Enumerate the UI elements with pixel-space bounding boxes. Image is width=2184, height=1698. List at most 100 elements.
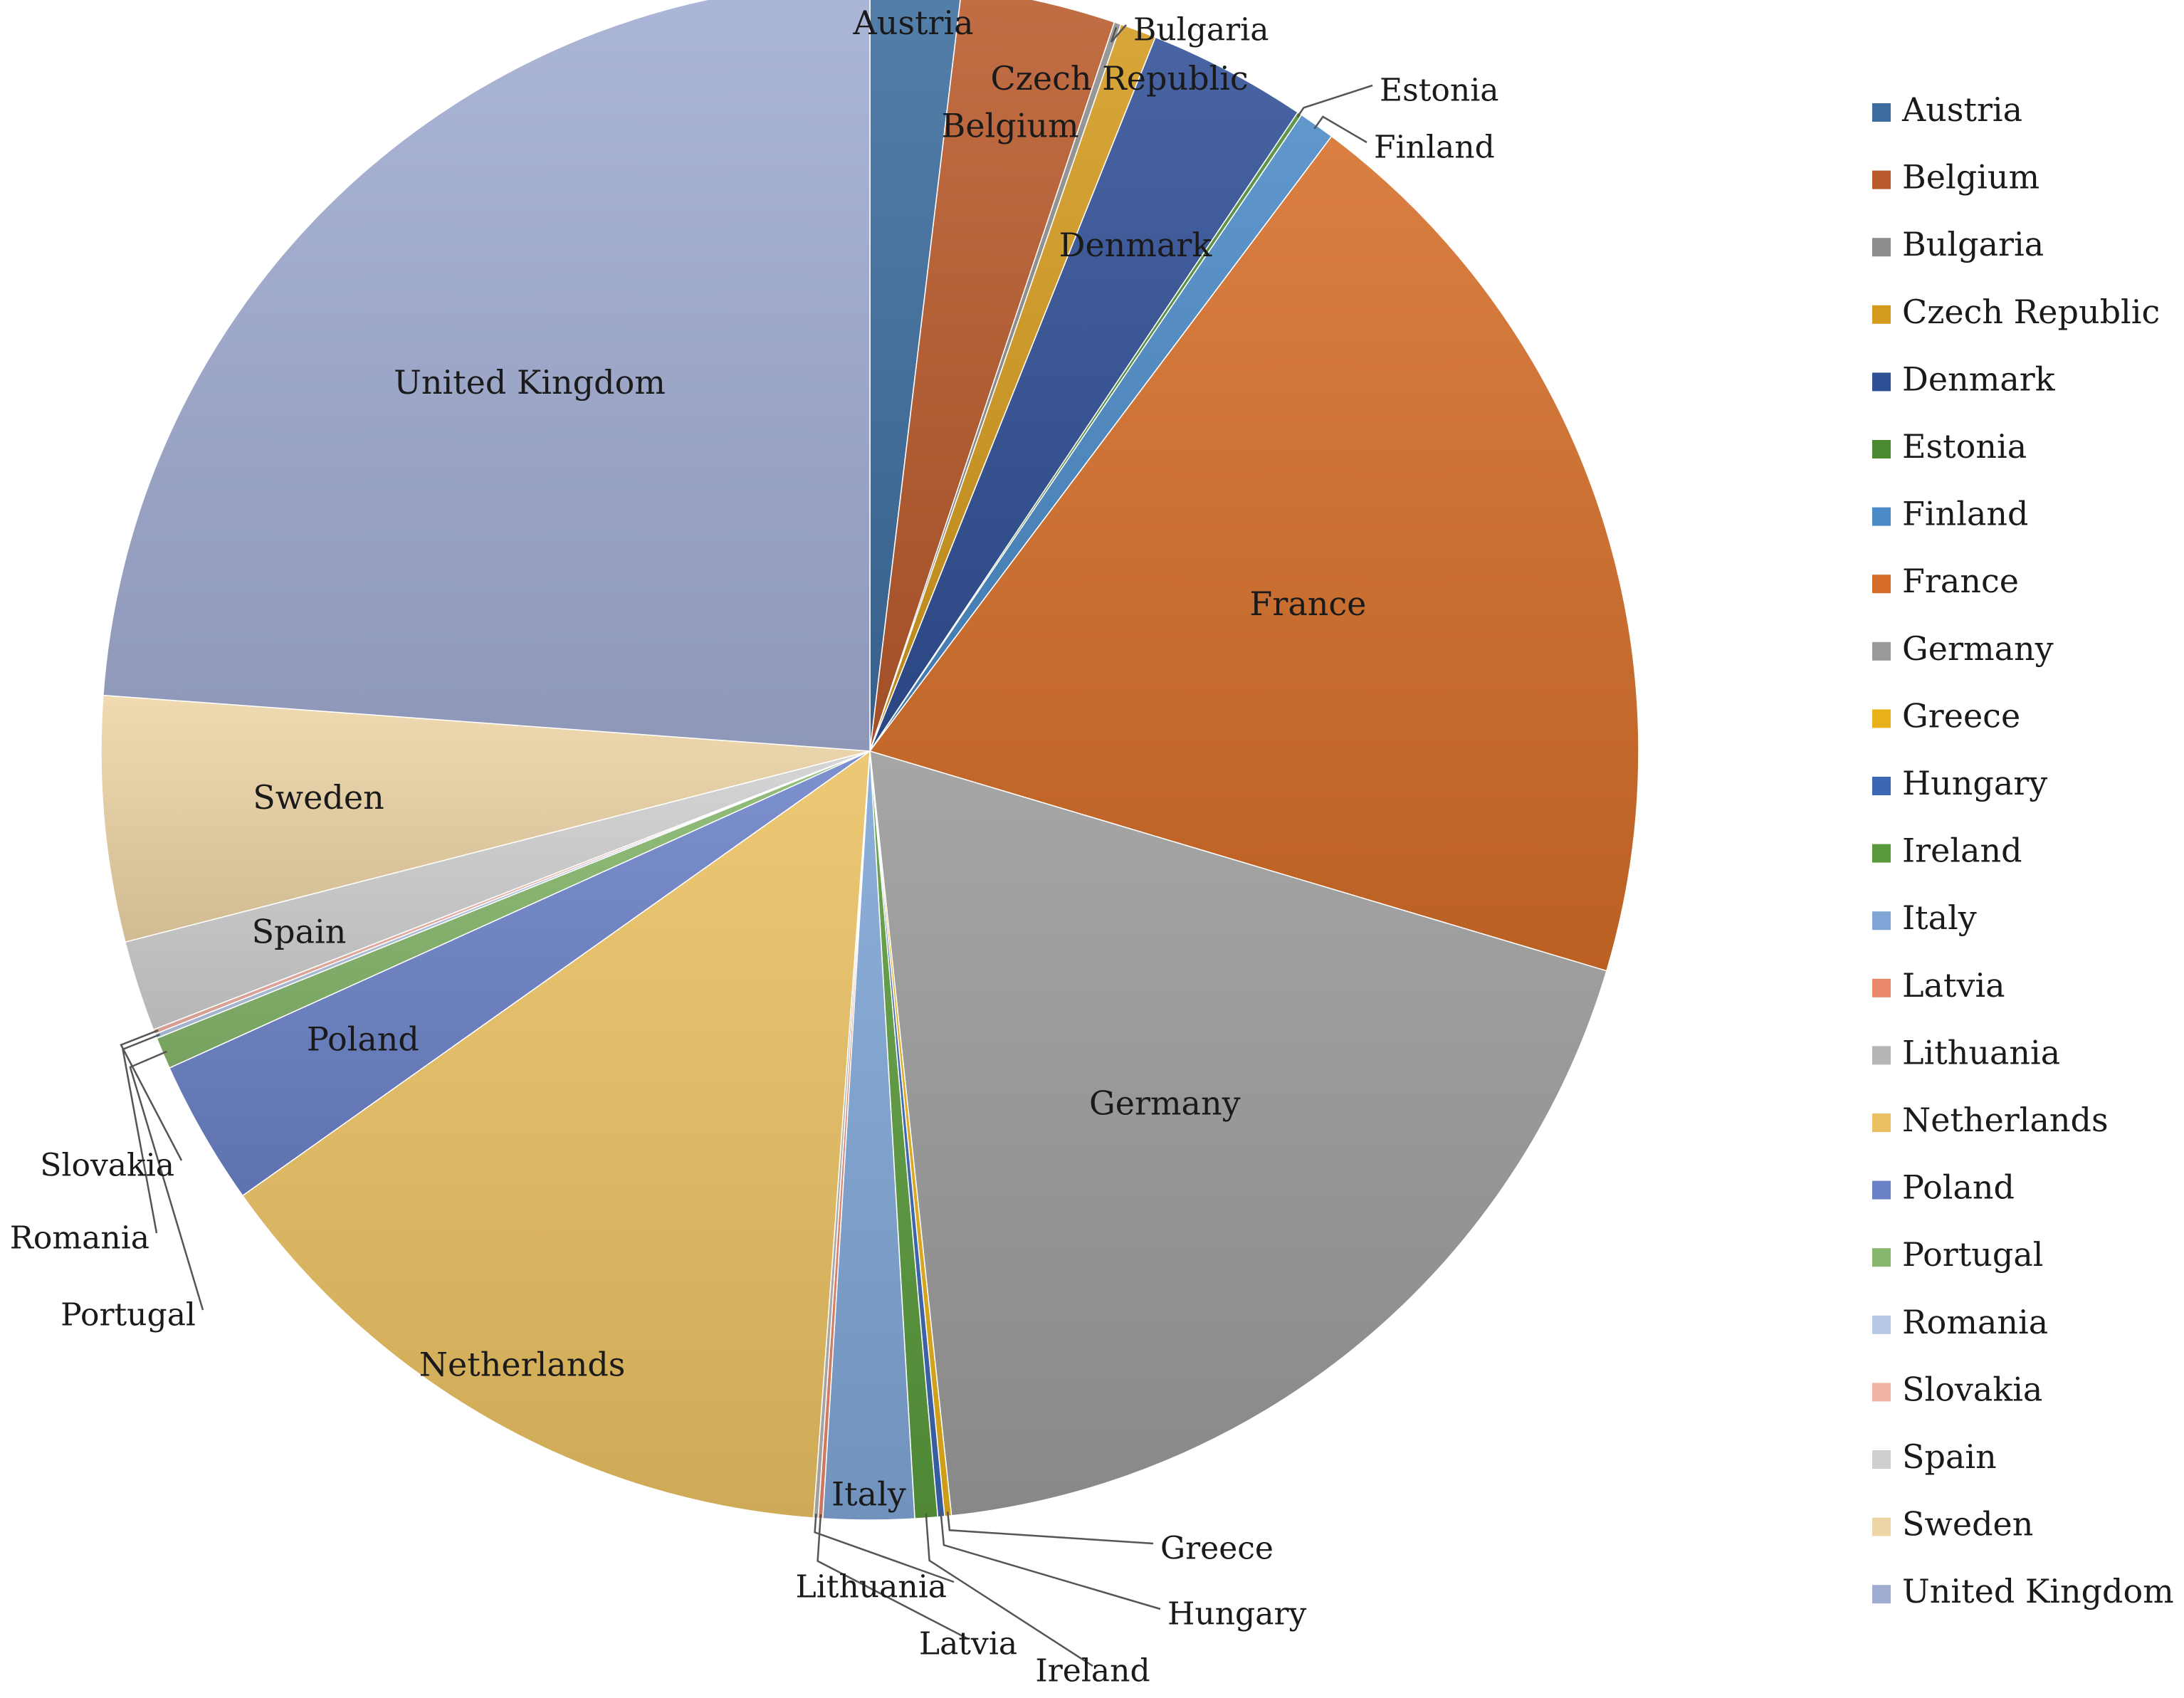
- slice-label-bulgaria: Bulgaria: [1133, 12, 1269, 48]
- legend-item-greece: Greece: [1872, 696, 2020, 735]
- legend-label-czech-republic: Czech Republic: [1902, 293, 2160, 331]
- leader-line-estonia: [1296, 84, 1373, 118]
- legend-label-netherlands: Netherlands: [1902, 1101, 2109, 1139]
- slice-label-estonia: Estonia: [1380, 73, 1499, 109]
- legend-swatch-estonia: [1872, 440, 1891, 458]
- leader-line-ireland: [925, 1514, 1093, 1667]
- legend-item-austria: Austria: [1872, 90, 2022, 129]
- slice-label-netherlands: Netherlands: [419, 1345, 626, 1383]
- legend-swatch-germany: [1872, 641, 1891, 661]
- legend: Austria Belgium Bulgaria Czech Republic Denm…: [1872, 90, 2174, 1610]
- legend-item-netherlands: Netherlands: [1872, 1101, 2109, 1139]
- legend-item-latvia: Latvia: [1872, 966, 2005, 1005]
- leader-lines: [120, 24, 1373, 1667]
- slice-label-lithuania: Lithuania: [795, 1569, 947, 1605]
- slice-label-latvia: Latvia: [919, 1626, 1017, 1662]
- legend-swatch-ireland: [1872, 844, 1891, 863]
- legend-label-hungary: Hungary: [1902, 764, 2047, 802]
- slice-label-united-kingdom: United Kingdom: [394, 363, 666, 402]
- slice-label-denmark: Denmark: [1059, 226, 1213, 264]
- slice-label-ireland: Ireland: [1035, 1653, 1150, 1689]
- legend-label-portugal: Portugal: [1902, 1235, 2043, 1274]
- legend-swatch-hungary: [1872, 777, 1891, 795]
- legend-item-sweden: Sweden: [1872, 1505, 2033, 1544]
- legend-item-slovakia: Slovakia: [1872, 1370, 2042, 1408]
- pie-slices: [100, 0, 1639, 1521]
- legend-swatch-finland: [1872, 507, 1891, 526]
- slice-label-greece: Greece: [1160, 1531, 1274, 1567]
- leader-line-greece: [946, 1511, 1154, 1545]
- leader-line-hungary: [940, 1512, 1161, 1610]
- leader-line-portugal: [129, 1050, 204, 1311]
- legend-swatch-italy: [1872, 911, 1891, 931]
- legend-label-denmark: Denmark: [1902, 360, 2056, 398]
- legend-swatch-portugal: [1872, 1248, 1891, 1267]
- slice-label-france: France: [1249, 585, 1366, 623]
- slice-label-sweden: Sweden: [253, 778, 384, 817]
- legend-label-sweden: Sweden: [1902, 1505, 2033, 1544]
- slice-label-hungary: Hungary: [1167, 1596, 1306, 1633]
- legend-item-hungary: Hungary: [1872, 764, 2047, 802]
- legend-label-lithuania: Lithuania: [1902, 1033, 2060, 1071]
- legend-label-france: France: [1902, 562, 2019, 600]
- legend-swatch-sweden: [1872, 1517, 1891, 1536]
- leader-line-latvia: [817, 1514, 969, 1640]
- legend-swatch-united-kingdom: [1872, 1585, 1891, 1604]
- legend-label-greece: Greece: [1902, 696, 2020, 735]
- legend-item-ireland: Ireland: [1872, 832, 2022, 870]
- slice-label-belgium: Belgium: [942, 107, 1079, 145]
- legend-swatch-denmark: [1872, 372, 1891, 392]
- legend-swatch-poland: [1872, 1180, 1891, 1200]
- legend-item-germany: Germany: [1872, 629, 2054, 668]
- legend-label-romania: Romania: [1902, 1303, 2048, 1341]
- slice-label-austria: Austria: [853, 4, 974, 42]
- legend-label-italy: Italy: [1902, 898, 1977, 937]
- slice-label-czech-republic: Czech Republic: [990, 59, 1248, 98]
- legend-swatch-lithuania: [1872, 1046, 1891, 1065]
- leader-line-bulgaria: [1110, 24, 1127, 43]
- legend-item-italy: Italy: [1872, 898, 1977, 937]
- slice-label-finland: Finland: [1374, 130, 1495, 166]
- pie-slice-denmark: [869, 36, 1299, 752]
- legend-item-denmark: Denmark: [1872, 360, 2056, 398]
- slice-label-portugal: Portugal: [61, 1297, 196, 1333]
- legend-label-latvia: Latvia: [1902, 966, 2005, 1005]
- legend-swatch-czech-republic: [1872, 305, 1891, 324]
- legend-item-bulgaria: Bulgaria: [1872, 225, 2044, 263]
- legend-swatch-slovakia: [1872, 1383, 1891, 1402]
- legend-label-bulgaria: Bulgaria: [1902, 225, 2044, 263]
- pie-slice-germany: [869, 750, 1607, 1516]
- legend-swatch-france: [1872, 575, 1891, 594]
- legend-item-united-kingdom: United Kingdom: [1872, 1572, 2174, 1610]
- slice-label-slovakia: Slovakia: [40, 1148, 174, 1184]
- slice-label-poland: Poland: [307, 1020, 419, 1058]
- legend-label-austria: Austria: [1901, 90, 2022, 129]
- legend-label-germany: Germany: [1902, 629, 2054, 668]
- legend-swatch-romania: [1872, 1315, 1891, 1334]
- slice-label-italy: Italy: [831, 1475, 906, 1514]
- pie-slice-sweden: [100, 694, 871, 943]
- legend-swatch-austria: [1872, 103, 1891, 122]
- slice-label-germany: Germany: [1089, 1084, 1241, 1122]
- legend-swatch-latvia: [1872, 978, 1891, 997]
- legend-label-poland: Poland: [1902, 1168, 2015, 1207]
- legend-item-belgium: Belgium: [1872, 158, 2039, 196]
- legend-swatch-netherlands: [1872, 1113, 1891, 1132]
- legend-item-portugal: Portugal: [1872, 1235, 2043, 1274]
- legend-label-slovakia: Slovakia: [1902, 1370, 2042, 1408]
- legend-item-czech-republic: Czech Republic: [1872, 293, 2160, 331]
- legend-label-ireland: Ireland: [1902, 832, 2022, 870]
- slice-labels: Austria Belgium Bulgaria Czech Republic Denm…: [10, 4, 1499, 1689]
- legend-swatch-spain: [1872, 1450, 1891, 1469]
- legend-item-spain: Spain: [1872, 1437, 1997, 1476]
- legend-label-finland: Finland: [1902, 495, 2028, 533]
- legend-item-france: France: [1872, 562, 2019, 600]
- legend-label-estonia: Estonia: [1902, 427, 2027, 466]
- legend-label-spain: Spain: [1902, 1437, 1997, 1476]
- leader-line-slovakia: [120, 1029, 183, 1161]
- pie-slice-united-kingdom: [103, 0, 871, 752]
- slice-label-romania: Romania: [10, 1220, 149, 1257]
- legend-item-poland: Poland: [1872, 1168, 2015, 1207]
